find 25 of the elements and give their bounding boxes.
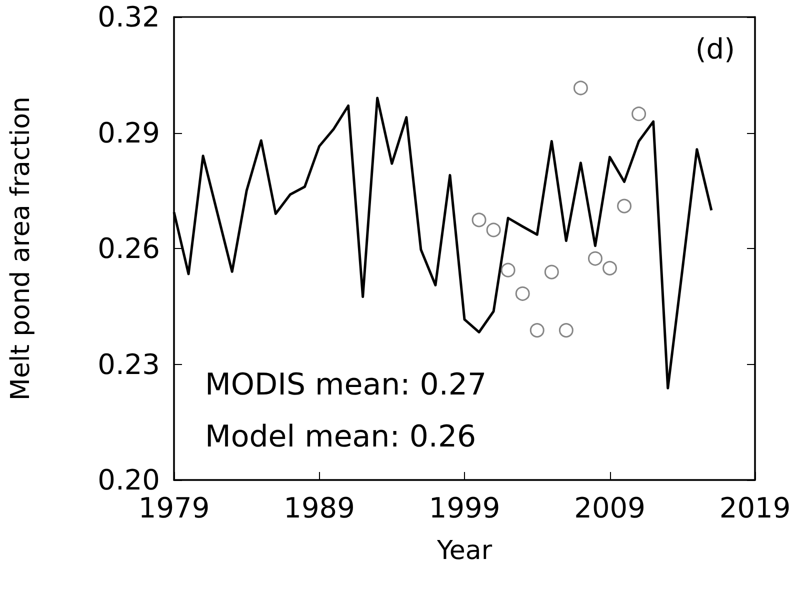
y-tick-label: 0.29 [98,116,160,150]
y-tick-label: 0.32 [98,0,160,34]
y-tick-label: 0.23 [98,348,160,381]
annotation: MODIS mean: 0.27 [205,368,487,402]
point [544,264,559,280]
point [486,222,501,238]
x-tick-label: 1999 [428,492,500,524]
point [617,198,632,214]
point [573,80,588,96]
point [602,260,617,276]
point [530,323,544,338]
x-tick-label: 2019 [719,492,791,524]
annotation: Model mean: 0.26 [205,420,476,454]
x-tick-label: 1989 [284,492,355,524]
point [558,323,574,338]
x-tick-label: 2009 [574,492,646,524]
y-axis-title: Melt pond area fraction [6,96,36,400]
point [588,251,602,266]
point [515,286,530,301]
point [632,106,646,122]
x-axis-title: Year [436,536,492,566]
point [472,212,486,228]
annotation: (d) [695,32,736,66]
y-tick-label: 0.26 [98,232,160,265]
point [500,262,516,278]
